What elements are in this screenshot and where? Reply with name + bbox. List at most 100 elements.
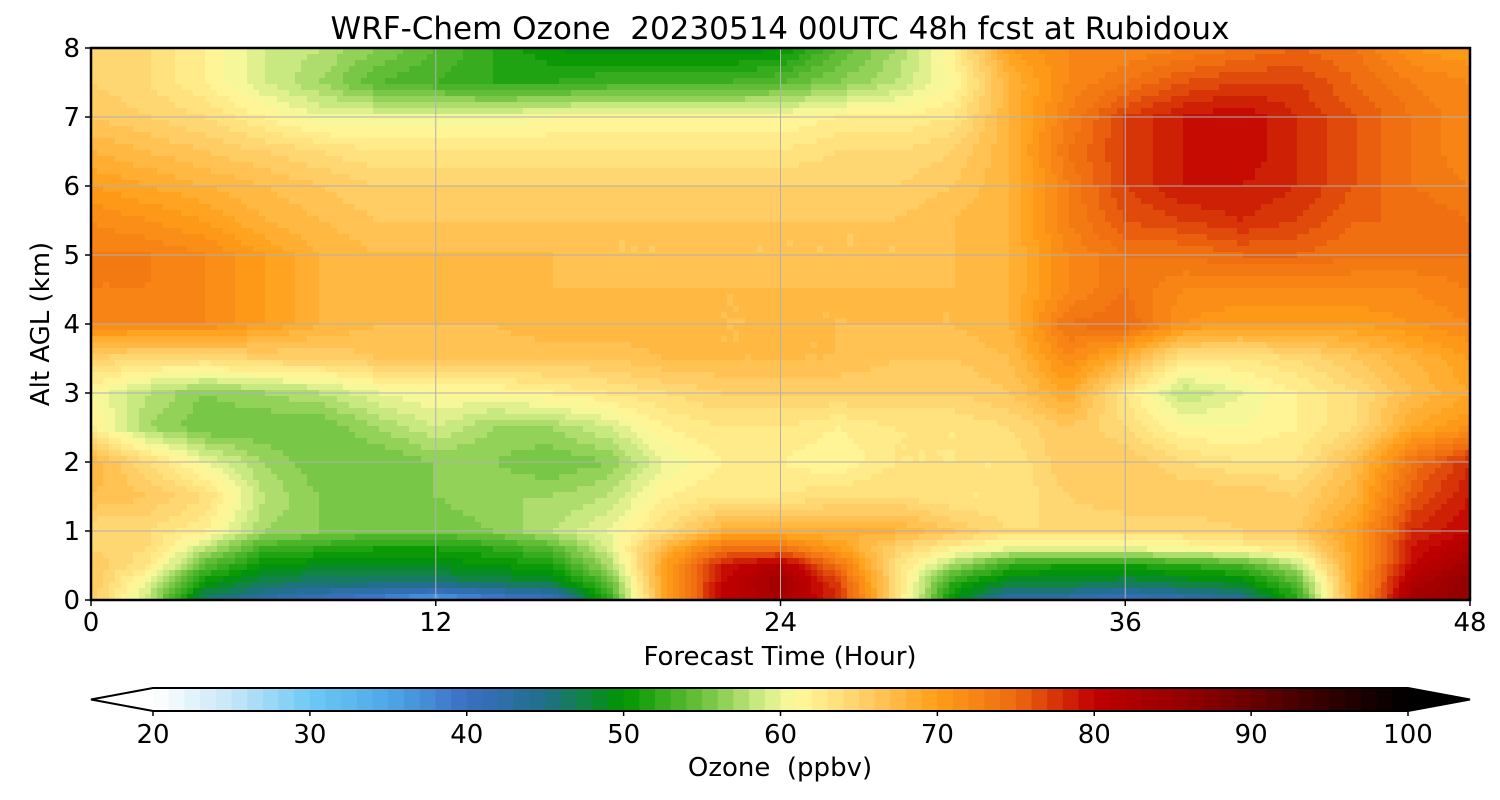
heatmap-cell bbox=[151, 60, 158, 67]
heatmap-cell bbox=[745, 174, 752, 181]
heatmap-cell bbox=[1273, 108, 1280, 115]
heatmap-cell bbox=[1195, 108, 1202, 115]
heatmap-cell bbox=[607, 144, 614, 151]
heatmap-cell bbox=[1447, 144, 1454, 151]
heatmap-cell bbox=[739, 84, 746, 91]
heatmap-cell bbox=[451, 162, 458, 169]
heatmap-cell bbox=[451, 138, 458, 145]
heatmap-cell bbox=[493, 126, 500, 133]
heatmap-cell bbox=[1183, 150, 1190, 157]
heatmap-cell bbox=[1267, 78, 1274, 85]
heatmap-cell bbox=[931, 150, 938, 157]
heatmap-cell bbox=[817, 132, 824, 139]
heatmap-cell bbox=[421, 96, 428, 103]
heatmap-cell bbox=[157, 138, 164, 145]
heatmap-cell bbox=[637, 162, 644, 169]
heatmap-cell bbox=[1267, 120, 1274, 127]
heatmap-cell bbox=[1213, 72, 1220, 79]
heatmap-cell bbox=[235, 84, 242, 91]
heatmap-cell bbox=[601, 138, 608, 145]
heatmap-cell bbox=[307, 120, 314, 127]
heatmap-cell bbox=[1129, 150, 1136, 157]
heatmap-cell bbox=[889, 60, 896, 67]
heatmap-cell bbox=[583, 120, 590, 127]
heatmap-cell bbox=[757, 54, 764, 61]
heatmap-cell bbox=[385, 84, 392, 91]
heatmap-cell bbox=[979, 168, 986, 175]
heatmap-cell bbox=[223, 156, 230, 163]
heatmap-cell bbox=[781, 54, 788, 61]
heatmap-cell bbox=[523, 54, 530, 61]
heatmap-cell bbox=[1375, 84, 1382, 91]
heatmap-cell bbox=[1075, 162, 1082, 169]
heatmap-cell bbox=[1207, 162, 1214, 169]
heatmap-cell bbox=[1087, 138, 1094, 145]
heatmap-cell bbox=[925, 78, 932, 85]
heatmap-cell bbox=[913, 54, 920, 61]
heatmap-cell bbox=[175, 66, 182, 73]
heatmap-cell bbox=[475, 126, 482, 133]
heatmap-cell bbox=[883, 162, 890, 169]
heatmap-cell bbox=[895, 126, 902, 133]
heatmap-cell bbox=[649, 66, 656, 73]
heatmap-cell bbox=[259, 48, 266, 55]
heatmap-cell bbox=[889, 48, 896, 55]
heatmap-cell bbox=[241, 60, 248, 67]
heatmap-cell bbox=[307, 96, 314, 103]
heatmap-cell bbox=[1135, 132, 1142, 139]
heatmap-cell bbox=[1153, 126, 1160, 133]
heatmap-cell bbox=[1015, 174, 1022, 181]
heatmap-cell bbox=[1255, 156, 1262, 163]
heatmap-cell bbox=[1279, 84, 1286, 91]
heatmap-cell bbox=[151, 84, 158, 91]
heatmap-cell bbox=[787, 48, 794, 55]
heatmap-cell bbox=[1141, 168, 1148, 175]
heatmap-cell bbox=[1069, 108, 1076, 115]
heatmap-cell bbox=[865, 48, 872, 55]
heatmap-cell bbox=[1321, 126, 1328, 133]
heatmap-cell bbox=[907, 120, 914, 127]
heatmap-cell bbox=[427, 84, 434, 91]
heatmap-cell bbox=[223, 150, 230, 157]
heatmap-cell bbox=[763, 84, 770, 91]
heatmap-cell bbox=[187, 144, 194, 151]
heatmap-cell bbox=[817, 120, 824, 127]
heatmap-cell bbox=[433, 102, 440, 109]
heatmap-cell bbox=[1441, 144, 1448, 151]
heatmap-cell bbox=[361, 78, 368, 85]
heatmap-cell bbox=[805, 54, 812, 61]
heatmap-cell bbox=[1045, 66, 1052, 73]
heatmap-cell bbox=[1453, 66, 1460, 73]
heatmap-cell bbox=[1045, 132, 1052, 139]
heatmap-cell bbox=[1291, 90, 1298, 97]
heatmap-cell bbox=[853, 138, 860, 145]
heatmap-cell bbox=[1363, 78, 1370, 85]
heatmap-cell bbox=[1123, 168, 1130, 175]
heatmap-cell bbox=[1315, 96, 1322, 103]
heatmap-cell bbox=[367, 54, 374, 61]
heatmap-cell bbox=[1393, 150, 1400, 157]
heatmap-cell bbox=[391, 168, 398, 175]
heatmap-cell bbox=[847, 66, 854, 73]
heatmap-cell bbox=[901, 126, 908, 133]
heatmap-cell bbox=[829, 48, 836, 55]
heatmap-cell bbox=[199, 66, 206, 73]
heatmap-cell bbox=[121, 174, 128, 181]
heatmap-cell bbox=[649, 120, 656, 127]
heatmap-cell bbox=[1285, 108, 1292, 115]
heatmap-cell bbox=[211, 120, 218, 127]
heatmap-cell bbox=[1405, 126, 1412, 133]
heatmap-cell bbox=[619, 54, 626, 61]
heatmap-cell bbox=[97, 162, 104, 169]
heatmap-cell bbox=[265, 120, 272, 127]
heatmap-cell bbox=[559, 108, 566, 115]
heatmap-cell bbox=[775, 84, 782, 91]
heatmap-cell bbox=[439, 60, 446, 67]
heatmap-cell bbox=[847, 138, 854, 145]
heatmap-cell bbox=[127, 54, 134, 61]
heatmap-cell bbox=[715, 156, 722, 163]
heatmap-cell bbox=[607, 102, 614, 109]
heatmap-cell bbox=[1321, 168, 1328, 175]
heatmap-cell bbox=[859, 78, 866, 85]
heatmap-cell bbox=[169, 54, 176, 61]
